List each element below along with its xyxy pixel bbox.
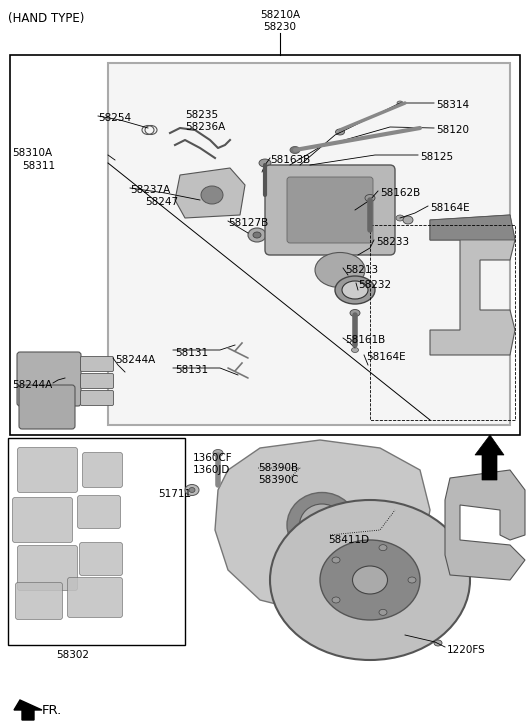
Ellipse shape [248, 228, 266, 242]
Text: 1360JD: 1360JD [193, 465, 230, 475]
FancyBboxPatch shape [82, 452, 123, 488]
Ellipse shape [350, 310, 360, 316]
Text: 58164E: 58164E [366, 352, 406, 362]
Ellipse shape [379, 609, 387, 615]
Text: 58131: 58131 [175, 348, 208, 358]
Ellipse shape [353, 566, 388, 594]
FancyBboxPatch shape [81, 356, 114, 371]
Text: 58237A: 58237A [130, 185, 170, 195]
Text: 58233: 58233 [376, 237, 409, 247]
Ellipse shape [287, 492, 357, 558]
Polygon shape [430, 215, 515, 240]
Ellipse shape [365, 195, 375, 201]
FancyBboxPatch shape [78, 496, 121, 529]
Text: 58163B: 58163B [270, 155, 310, 165]
Text: 58131: 58131 [175, 365, 208, 375]
FancyBboxPatch shape [67, 577, 123, 617]
Polygon shape [430, 215, 515, 355]
Ellipse shape [335, 276, 375, 304]
Text: 58247: 58247 [145, 197, 178, 207]
Ellipse shape [332, 597, 340, 603]
Text: 58232: 58232 [358, 280, 391, 290]
Text: 58162B: 58162B [380, 188, 420, 198]
Polygon shape [445, 470, 525, 580]
Ellipse shape [259, 159, 271, 167]
Ellipse shape [201, 186, 223, 204]
Ellipse shape [342, 281, 368, 299]
Text: 58302: 58302 [56, 650, 90, 660]
Ellipse shape [434, 640, 442, 646]
FancyBboxPatch shape [19, 385, 75, 429]
Text: 58244A: 58244A [115, 355, 155, 365]
Text: 58210A: 58210A [260, 10, 300, 20]
Ellipse shape [270, 500, 470, 660]
Ellipse shape [352, 348, 358, 353]
Text: 58311: 58311 [22, 161, 55, 171]
Text: 1220FS: 1220FS [447, 645, 486, 655]
Ellipse shape [213, 449, 223, 457]
Polygon shape [175, 168, 245, 218]
Text: 58254: 58254 [98, 113, 131, 123]
Ellipse shape [320, 540, 420, 620]
Polygon shape [215, 440, 430, 615]
FancyBboxPatch shape [81, 390, 114, 406]
FancyBboxPatch shape [18, 448, 78, 492]
FancyBboxPatch shape [13, 497, 73, 542]
Ellipse shape [290, 147, 300, 153]
Text: 58390C: 58390C [258, 475, 298, 485]
FancyBboxPatch shape [287, 177, 373, 243]
Text: 58236A: 58236A [185, 122, 225, 132]
Text: 58230: 58230 [263, 22, 296, 32]
Text: 58310A: 58310A [12, 148, 52, 158]
Ellipse shape [396, 215, 404, 221]
Ellipse shape [189, 488, 195, 492]
Text: 58213: 58213 [345, 265, 378, 275]
Text: (HAND TYPE): (HAND TYPE) [8, 12, 84, 25]
FancyBboxPatch shape [81, 374, 114, 388]
FancyBboxPatch shape [80, 542, 123, 576]
Bar [8, 438, 185, 645]
Ellipse shape [253, 232, 261, 238]
Text: 58411D: 58411D [328, 535, 369, 545]
Text: 58127B: 58127B [228, 218, 268, 228]
Ellipse shape [315, 252, 365, 287]
Ellipse shape [336, 129, 345, 135]
Ellipse shape [408, 577, 416, 583]
Ellipse shape [403, 216, 413, 224]
Text: 58235: 58235 [185, 110, 218, 120]
Ellipse shape [397, 101, 403, 105]
Text: 58314: 58314 [436, 100, 469, 110]
Text: 58120: 58120 [436, 125, 469, 135]
Polygon shape [14, 700, 42, 720]
Text: 58161B: 58161B [345, 335, 386, 345]
Text: FR.: FR. [42, 704, 62, 717]
Text: 51711: 51711 [158, 489, 191, 499]
Text: 58390B: 58390B [258, 463, 298, 473]
Ellipse shape [379, 545, 387, 550]
Text: 58164E: 58164E [430, 203, 469, 213]
Text: 58244A: 58244A [12, 380, 52, 390]
Ellipse shape [185, 484, 199, 496]
Text: 1360CF: 1360CF [193, 453, 233, 463]
Text: 58125: 58125 [420, 152, 453, 162]
Bar [10, 55, 520, 435]
FancyBboxPatch shape [15, 582, 63, 619]
FancyBboxPatch shape [265, 165, 395, 255]
Ellipse shape [299, 504, 345, 546]
FancyBboxPatch shape [18, 545, 78, 590]
Bar [108, 63, 510, 425]
Polygon shape [475, 435, 504, 480]
FancyBboxPatch shape [17, 352, 81, 406]
Ellipse shape [332, 557, 340, 563]
